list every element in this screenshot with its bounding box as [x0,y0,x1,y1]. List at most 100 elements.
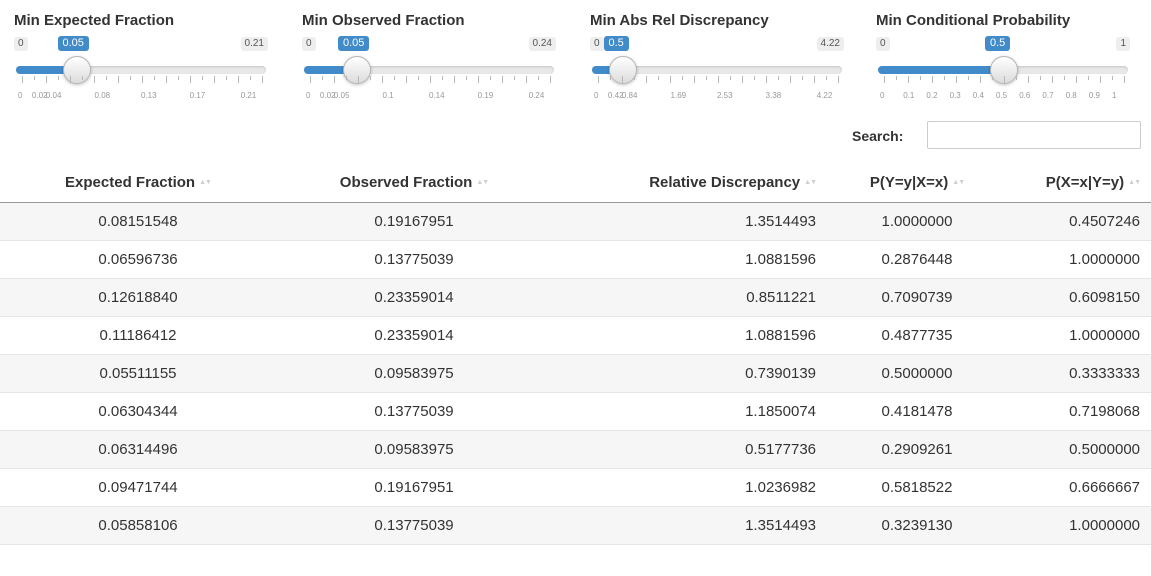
table-row: 0.11186412 0.23359014 1.0881596 0.4877735 1.… [0,317,1152,355]
slider-title: Min Expected Fraction [14,12,174,29]
table-header-row: Expected Fraction ▲▼ Observed Fraction ▲▼ … [0,162,1152,203]
table-row: 0.12618840 0.23359014 0.8511221 0.7090739 0.… [0,279,1152,317]
cell-observed-fraction: 0.23359014 [276,317,552,355]
cell-p-x-given-y: 0.7198068 [1006,393,1152,431]
slider-tick-label: 2.53 [717,91,733,100]
slider-min-label: 0 [14,37,28,51]
slider-tick [634,76,635,80]
slider-tick [1040,76,1041,80]
slider-tick-label: 0.6 [1019,91,1030,100]
slider-tick [166,76,167,83]
slider-tick [142,76,143,83]
column-header-expected-fraction[interactable]: Expected Fraction ▲▼ [0,162,276,203]
column-header-p-x-given-y[interactable]: P(X=x|Y=y) ▲▼ [1006,162,1152,203]
cell-p-y-given-x: 0.2909261 [828,431,1006,469]
slider-tick-label: 0.1 [383,91,394,100]
slider-tick [514,76,515,80]
slider-max-label: 1 [1116,37,1130,51]
slider-tick-label: 0.1 [903,91,914,100]
cell-relative-discrepancy: 1.0881596 [552,317,828,355]
slider-tick [658,76,659,80]
slider-tick [884,76,885,83]
slider-tick-label: 0.04 [46,91,62,100]
cell-expected-fraction: 0.05858106 [0,507,276,545]
slider-tick [322,76,323,80]
sort-both-icon: ▲▼ [952,179,964,186]
slider-min-label: 0 [590,37,604,51]
slider-tick [968,76,969,80]
slider-tick [814,76,815,83]
cell-relative-discrepancy: 1.3514493 [552,203,828,241]
slider-tick [1004,76,1005,83]
slider-ticks [22,76,262,84]
search-input[interactable] [927,121,1141,149]
column-header-p-y-given-x[interactable]: P(Y=y|X=x) ▲▼ [828,162,1006,203]
slider-title: Min Observed Fraction [302,12,465,29]
slider-title: Min Abs Rel Discrepancy [590,12,769,29]
results-table: Expected Fraction ▲▼ Observed Fraction ▲▼ … [0,162,1152,545]
slider-tick [190,76,191,83]
sort-both-icon: ▲▼ [476,179,488,186]
column-header-relative-discrepancy[interactable]: Relative Discrepancy ▲▼ [552,162,828,203]
slider-tick [526,76,527,83]
slider-tick [82,76,83,80]
table-row: 0.06596736 0.13775039 1.0881596 0.2876448 1.… [0,241,1152,279]
slider-max-label: 0.21 [241,37,268,51]
cell-p-x-given-y: 0.5000000 [1006,431,1152,469]
cell-expected-fraction: 0.08151548 [0,203,276,241]
cell-expected-fraction: 0.06596736 [0,241,276,279]
slider-tick [70,76,71,83]
slider-tick [1064,76,1065,80]
cell-expected-fraction: 0.06314496 [0,431,276,469]
slider-tick-label: 0.7 [1042,91,1053,100]
cell-observed-fraction: 0.19167951 [276,203,552,241]
slider-tick-label: 0.84 [622,91,638,100]
cell-p-x-given-y: 1.0000000 [1006,317,1152,355]
cell-expected-fraction: 0.11186412 [0,317,276,355]
slider-tick [766,76,767,83]
slider-tick-labels: 0 0.42 0.84 1.69 2.53 3.38 4.22 [590,91,844,103]
slider-tick [346,76,347,80]
slider-tick [370,76,371,80]
slider-tick [1124,76,1125,83]
slider-tick [896,76,897,80]
slider-tick [418,76,419,80]
slider-tick [502,76,503,83]
slider-tick-label: 0 [880,91,884,100]
slider-tick [214,76,215,83]
slider-current-value: 0.05 [338,36,369,51]
cell-relative-discrepancy: 1.3514493 [552,507,828,545]
cell-p-y-given-x: 1.0000000 [828,203,1006,241]
cell-observed-fraction: 0.13775039 [276,393,552,431]
slider-tick [754,76,755,80]
table-row: 0.06304344 0.13775039 1.1850074 0.4181478 0.… [0,393,1152,431]
slider-tick [646,76,647,83]
slider-tick [118,76,119,83]
slider-tick [226,76,227,80]
slider-tick-label: 0.2 [926,91,937,100]
slider-tick [718,76,719,83]
slider-tick-label: 0 [306,91,310,100]
slider-track-fill [878,66,1003,74]
slider-tick [980,76,981,83]
slider-tick-label: 0 [594,91,598,100]
slider-tick [178,76,179,80]
slider-tick [94,76,95,83]
sort-both-icon: ▲▼ [804,179,816,186]
slider-tick [1028,76,1029,83]
column-header-observed-fraction[interactable]: Observed Fraction ▲▼ [276,162,552,203]
slider-tick [46,76,47,83]
cell-relative-discrepancy: 1.0881596 [552,241,828,279]
slider-tick [1100,76,1101,83]
cell-expected-fraction: 0.05511155 [0,355,276,393]
slider-tick [944,76,945,80]
slider-min-label: 0 [876,37,890,51]
slider-tick [202,76,203,80]
slider-tick [802,76,803,80]
slider-tick-label: 0.05 [334,91,350,100]
cell-p-y-given-x: 0.3239130 [828,507,1006,545]
table-row: 0.08151548 0.19167951 1.3514493 1.0000000 0.… [0,203,1152,241]
slider-min-label: 0 [302,37,316,51]
slider-tick [790,76,791,83]
slider-tick [598,76,599,83]
